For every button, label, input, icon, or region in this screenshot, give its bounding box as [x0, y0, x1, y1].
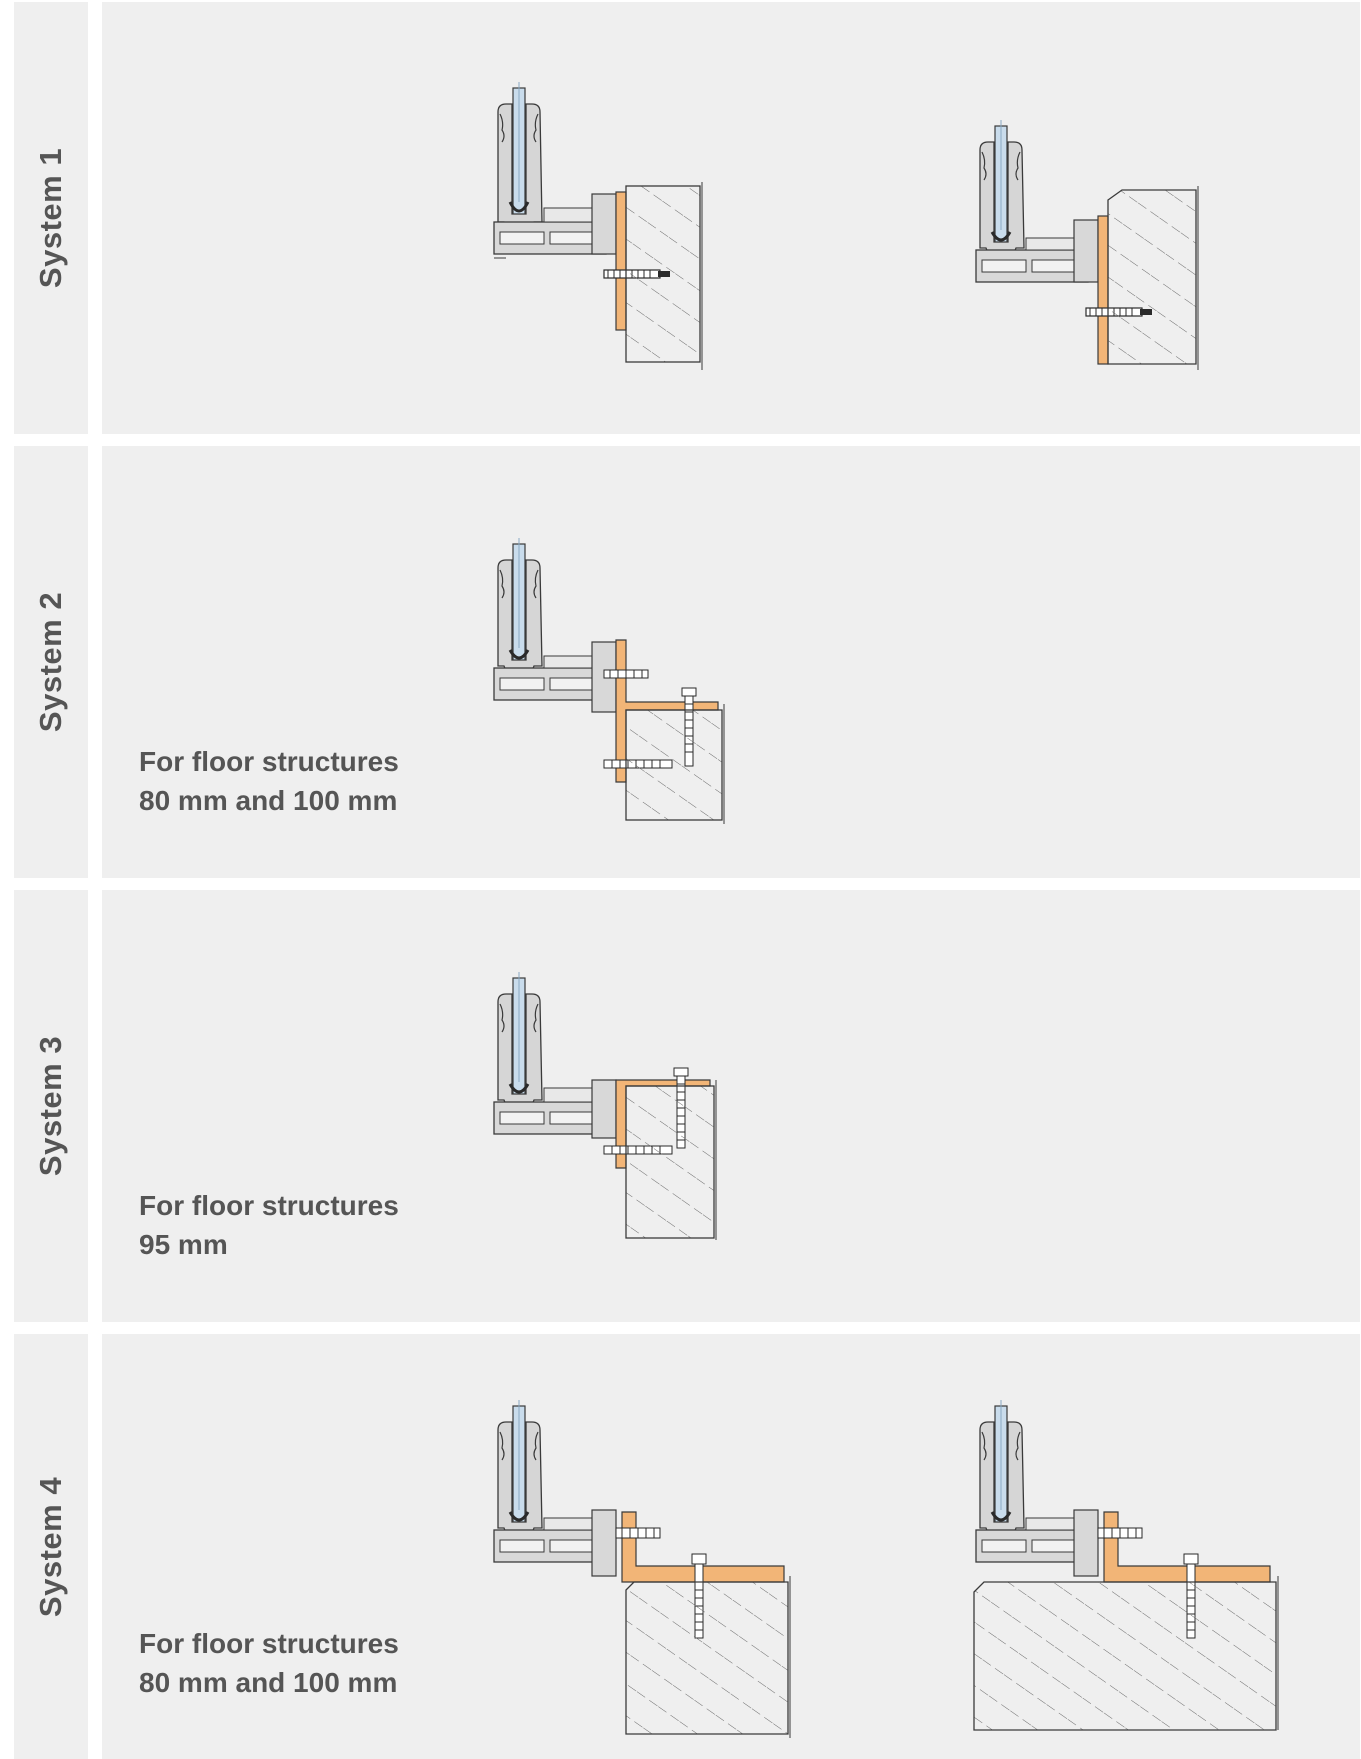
glass-balustrade-section-drawing: [493, 538, 617, 713]
system-2-drawing: [493, 538, 725, 824]
system-4-note-line-2: 80 mm and 100 mm: [139, 1667, 398, 1698]
concrete-slab: [1107, 189, 1197, 365]
system-4-panel: For floor structures 80 mm and 100 mm: [102, 1334, 1360, 1759]
concrete-slab: [973, 1581, 1277, 1731]
system-4-note: For floor structures 80 mm and 100 mm: [139, 1624, 399, 1702]
system-2-note: For floor structures 80 mm and 100 mm: [139, 742, 399, 820]
concrete-slab: [625, 1581, 789, 1735]
system-3-note-line-1: For floor structures: [139, 1190, 399, 1221]
system-1-drawing-b: [975, 120, 1199, 370]
glass-balustrade-section-drawing: [493, 82, 617, 259]
system-2-label: System 2: [33, 591, 68, 733]
concrete-slab: [625, 709, 723, 821]
concrete-slab: [625, 185, 701, 363]
system-4-drawing-a: [493, 1400, 791, 1738]
glass-balustrade-section-drawing: [975, 120, 1099, 283]
system-2-panel: For floor structures 80 mm and 100 mm: [102, 446, 1360, 878]
system-3-label: System 3: [33, 1035, 68, 1177]
system-1-label: System 1: [33, 147, 68, 289]
system-1-label-column: System 1: [14, 2, 88, 434]
system-1-drawing-a: [493, 82, 703, 370]
system-2-note-line-2: 80 mm and 100 mm: [139, 785, 398, 816]
glass-balustrade-section-drawing: [493, 972, 617, 1139]
system-1-panel: [102, 2, 1360, 434]
system-4-drawing-b: [973, 1400, 1279, 1731]
system-3-label-column: System 3: [14, 890, 88, 1322]
system-3-note-line-2: 95 mm: [139, 1229, 228, 1260]
system-3-note: For floor structures 95 mm: [139, 1186, 399, 1264]
system-3-drawing: [493, 972, 717, 1240]
fixing-bracket: [615, 191, 627, 331]
glass-balustrade-section-drawing: [975, 1400, 1099, 1577]
glass-balustrade-section-drawing: [493, 1400, 617, 1577]
system-3-panel: For floor structures 95 mm: [102, 890, 1360, 1322]
system-4-label: System 4: [33, 1476, 68, 1617]
system-4-label-column: System 4: [14, 1334, 88, 1759]
system-2-note-line-1: For floor structures: [139, 746, 399, 777]
system-4-note-line-1: For floor structures: [139, 1628, 399, 1659]
system-2-label-column: System 2: [14, 446, 88, 878]
concrete-slab: [625, 1085, 715, 1239]
fixing-bracket: [1097, 215, 1109, 365]
